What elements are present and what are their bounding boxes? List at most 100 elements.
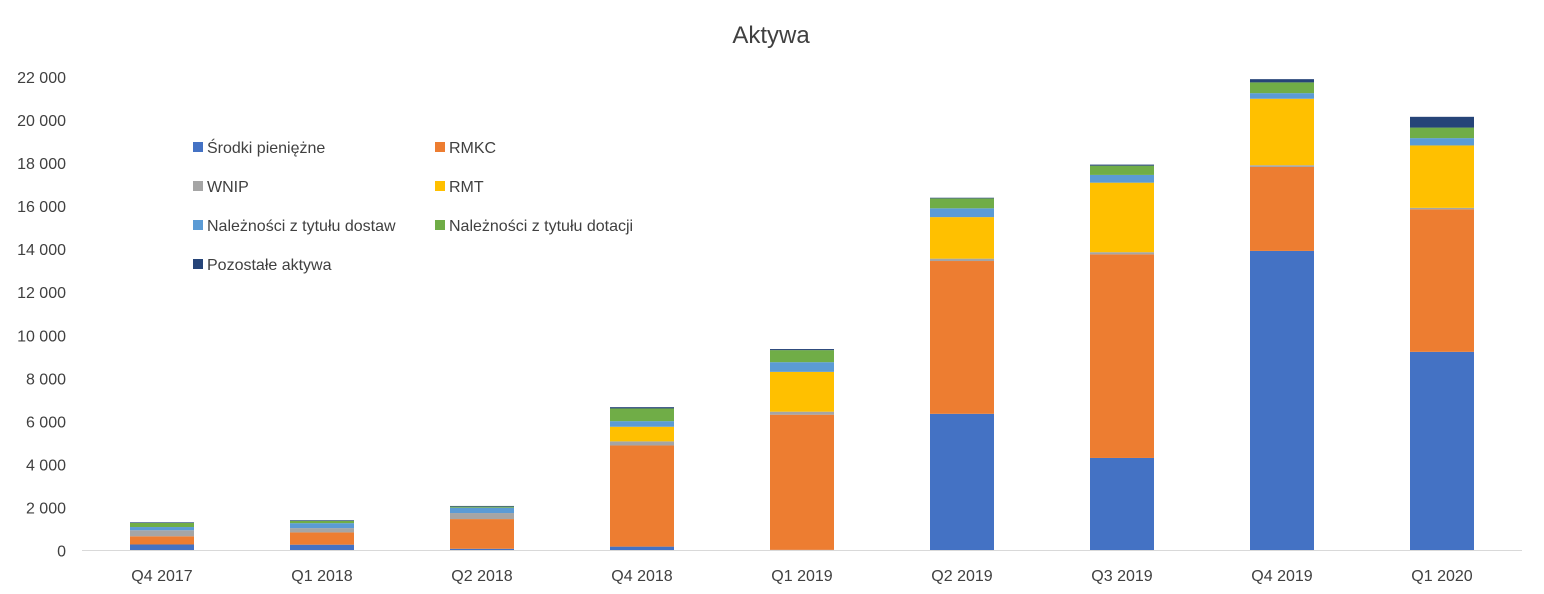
bar-segment — [450, 505, 514, 507]
bar-segment — [1250, 93, 1314, 99]
bar-segment — [130, 522, 194, 523]
bar-segment — [930, 208, 994, 218]
bar-segment — [930, 198, 994, 209]
bar-segment — [290, 523, 354, 529]
bar-segment — [450, 506, 514, 508]
bar-segment — [1410, 138, 1474, 146]
bar-segment — [1090, 164, 1154, 166]
bar-segment — [130, 536, 194, 545]
x-tick-label: Q2 2018 — [451, 568, 512, 585]
bar-segment — [610, 441, 674, 446]
y-tick-label: 4 000 — [26, 457, 66, 474]
bar-segment — [610, 546, 674, 551]
y-tick-label: 14 000 — [17, 242, 66, 259]
legend-label: WNIP — [207, 179, 249, 196]
legend-item: RMT — [435, 179, 484, 196]
bar-segment — [130, 522, 194, 528]
legend-swatch — [193, 142, 203, 152]
bar-segment — [1250, 165, 1314, 167]
bar-segment — [1410, 207, 1474, 210]
legend: Środki pieniężne RMKC WNIP RMT Należności z … — [193, 138, 633, 274]
bar-segment — [1090, 252, 1154, 255]
chart-title: Aktywa — [732, 22, 810, 49]
bar-segment — [930, 261, 994, 414]
y-tick-label: 20 000 — [17, 113, 66, 130]
y-tick-label: 22 000 — [17, 70, 66, 87]
bar-segment — [290, 520, 354, 521]
x-tick-label: Q2 2019 — [931, 568, 992, 585]
bar-segment — [450, 519, 514, 549]
legend-item: WNIP — [193, 179, 249, 196]
legend-swatch — [193, 220, 203, 230]
bar-segment — [1410, 209, 1474, 352]
bar-segment — [770, 349, 834, 351]
bar-segment — [290, 520, 354, 524]
bar-segment — [1090, 457, 1154, 551]
bar-segment — [610, 407, 674, 409]
legend-label: Należności z tytułu dostaw — [207, 218, 396, 235]
bar-segment — [930, 197, 994, 199]
bar-segment — [610, 408, 674, 422]
bar-segment — [610, 426, 674, 442]
bar-segment — [1090, 165, 1154, 175]
legend-label: Środki pieniężne — [207, 138, 325, 157]
x-tick-label: Q4 2017 — [131, 568, 192, 585]
bar-segment — [930, 413, 994, 551]
bar-segment — [450, 513, 514, 520]
bar-segment — [130, 527, 194, 531]
bar-segment — [1090, 174, 1154, 183]
y-tick-label: 8 000 — [26, 371, 66, 388]
axis-layer: 0 2 000 4 000 6 000 8 000 10 000 12 000 14 000 1… — [17, 70, 1522, 585]
x-tick-label: Q4 2019 — [1251, 568, 1312, 585]
y-tick-label: 2 000 — [26, 500, 66, 517]
bar-segment — [290, 528, 354, 533]
legend-swatch — [193, 259, 203, 269]
bar-segment — [290, 544, 354, 551]
legend-item: Środki pieniężne — [193, 138, 325, 157]
legend-swatch — [435, 181, 445, 191]
legend-label: Pozostałe aktywa — [207, 257, 332, 274]
bar-segment — [130, 530, 194, 537]
legend-item: Należności z tytułu dotacji — [435, 218, 633, 235]
x-tick-label: Q1 2019 — [771, 568, 832, 585]
bar-segment — [1250, 79, 1314, 83]
y-tick-label: 10 000 — [17, 328, 66, 345]
bar-segment — [770, 414, 834, 550]
bar-segment — [130, 544, 194, 551]
y-tick-label: 0 — [57, 544, 66, 561]
legend-label: RMT — [449, 179, 484, 196]
legend-item: Pozostałe aktywa — [193, 257, 332, 274]
y-tick-label: 6 000 — [26, 414, 66, 431]
bar-segment — [1250, 98, 1314, 166]
legend-label: RMKC — [449, 140, 496, 157]
bar-segment — [1090, 182, 1154, 253]
x-tick-label: Q3 2019 — [1091, 568, 1152, 585]
x-tick-label: Q1 2018 — [291, 568, 352, 585]
bar-segment — [1410, 145, 1474, 208]
bar-segment — [450, 548, 514, 551]
x-tick-label: Q1 2020 — [1411, 568, 1472, 585]
bar-segment — [1410, 351, 1474, 551]
bar-segment — [930, 217, 994, 259]
bars-layer — [130, 79, 1474, 551]
bar-segment — [770, 362, 834, 372]
bar-segment — [450, 507, 514, 514]
y-tick-label: 18 000 — [17, 156, 66, 173]
bar-segment — [1410, 116, 1474, 128]
legend-label: Należności z tytułu dotacji — [449, 218, 633, 235]
bar-segment — [1250, 166, 1314, 251]
bar-segment — [770, 350, 834, 363]
x-tick-label: Q4 2018 — [611, 568, 672, 585]
bar-segment — [290, 532, 354, 545]
bar-segment — [770, 371, 834, 412]
y-tick-label: 12 000 — [17, 285, 66, 302]
bar-segment — [610, 445, 674, 547]
bar-segment — [1250, 82, 1314, 94]
legend-item: RMKC — [435, 140, 496, 157]
bar-segment — [930, 258, 994, 262]
legend-swatch — [435, 142, 445, 152]
bar-segment — [1410, 127, 1474, 139]
bar-segment — [610, 421, 674, 427]
